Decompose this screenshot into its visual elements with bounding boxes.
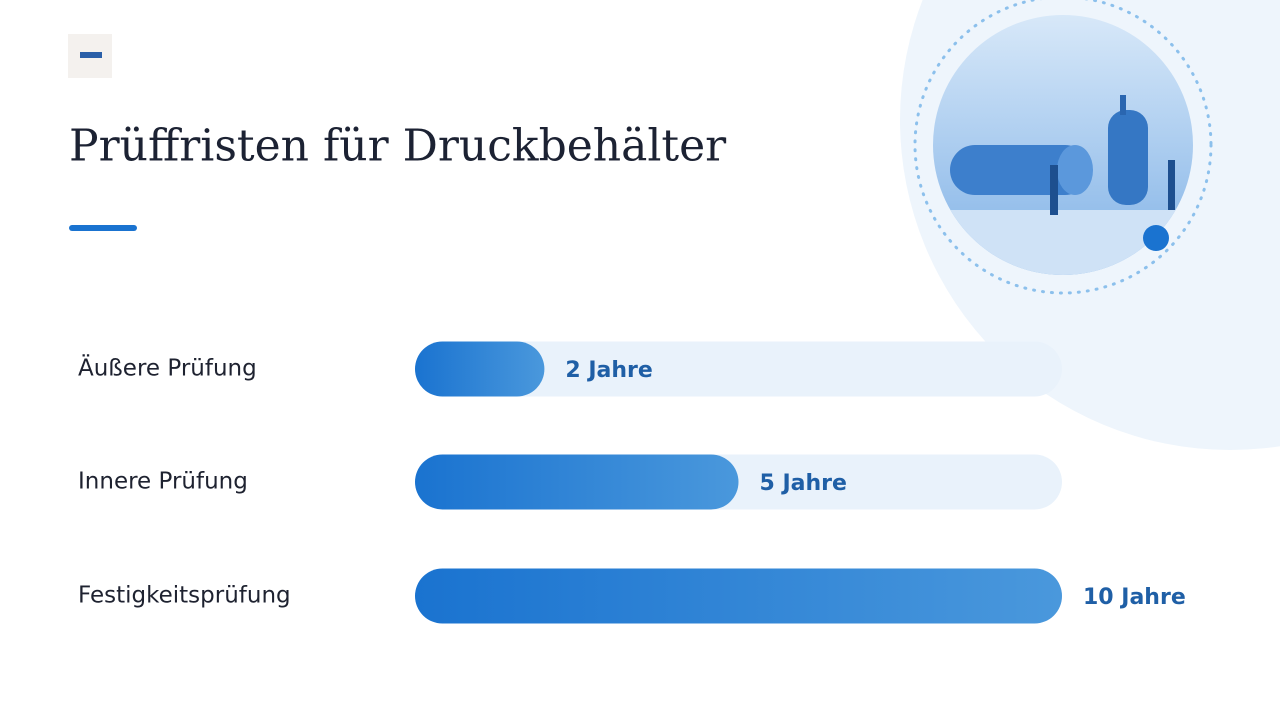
title-underline (69, 225, 137, 231)
logo-mark (80, 52, 102, 58)
value-label: 10 Jahre (1083, 585, 1186, 610)
illustration (933, 15, 1193, 275)
bar-track (415, 341, 1062, 397)
category-label: Äußere Prüfung (78, 354, 257, 382)
dotted-ring (913, 0, 1213, 295)
bar (415, 568, 1062, 624)
category-label: Festigkeitsprüfung (78, 583, 291, 609)
value-label: 5 Jahre (760, 471, 847, 496)
accent-dot (1143, 225, 1169, 251)
bar (415, 454, 739, 510)
chart-title: Prüffristen für Druckbehälter (69, 121, 727, 172)
bar (415, 341, 545, 397)
value-label: 2 Jahre (565, 358, 652, 383)
category-label: Innere Prüfung (78, 469, 248, 495)
